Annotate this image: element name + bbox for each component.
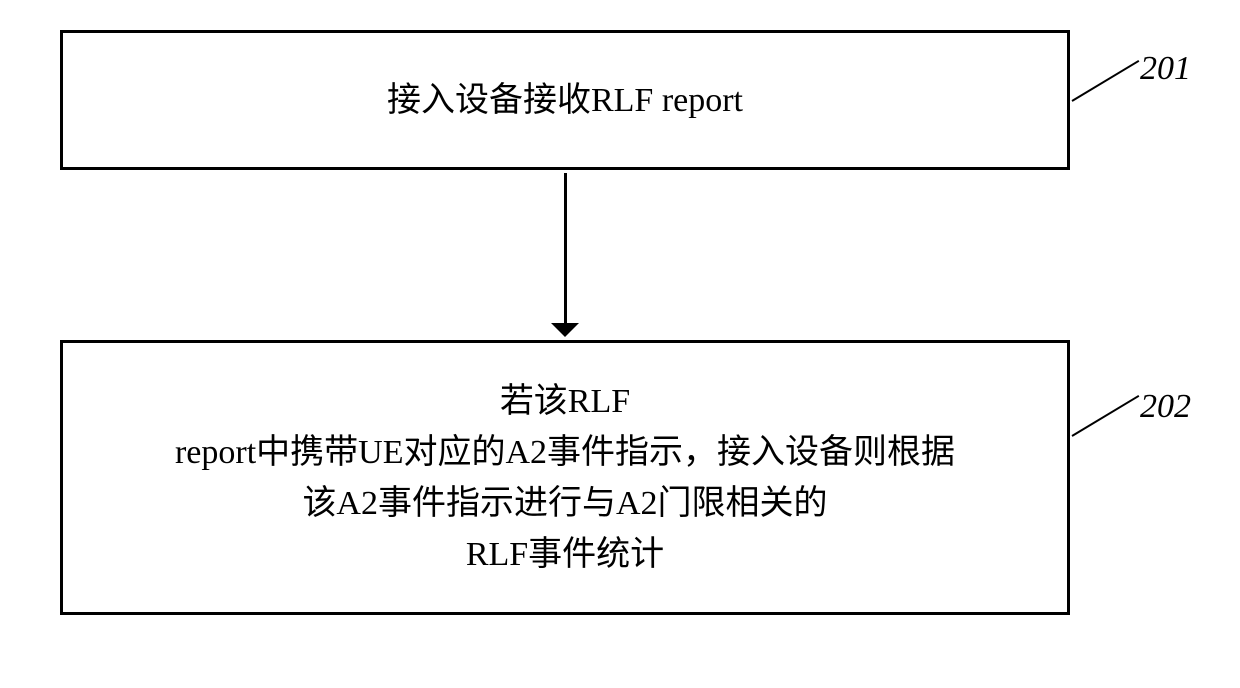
leader-line-201 xyxy=(1071,60,1139,102)
flow-step-201-text: 接入设备接收RLF report xyxy=(387,75,743,126)
flowchart-canvas: 接入设备接收RLF report 201 若该RLFreport中携带UE对应的… xyxy=(0,0,1240,688)
flow-arrow xyxy=(564,173,567,323)
step-label-201: 201 xyxy=(1140,50,1191,88)
flow-step-202: 若该RLFreport中携带UE对应的A2事件指示，接入设备则根据该A2事件指示… xyxy=(60,340,1070,615)
flow-arrow-head xyxy=(551,323,579,337)
flow-step-201: 接入设备接收RLF report xyxy=(60,30,1070,170)
leader-line-202 xyxy=(1071,395,1139,437)
step-label-202: 202 xyxy=(1140,388,1191,426)
flow-step-202-text: 若该RLFreport中携带UE对应的A2事件指示，接入设备则根据该A2事件指示… xyxy=(175,376,955,580)
